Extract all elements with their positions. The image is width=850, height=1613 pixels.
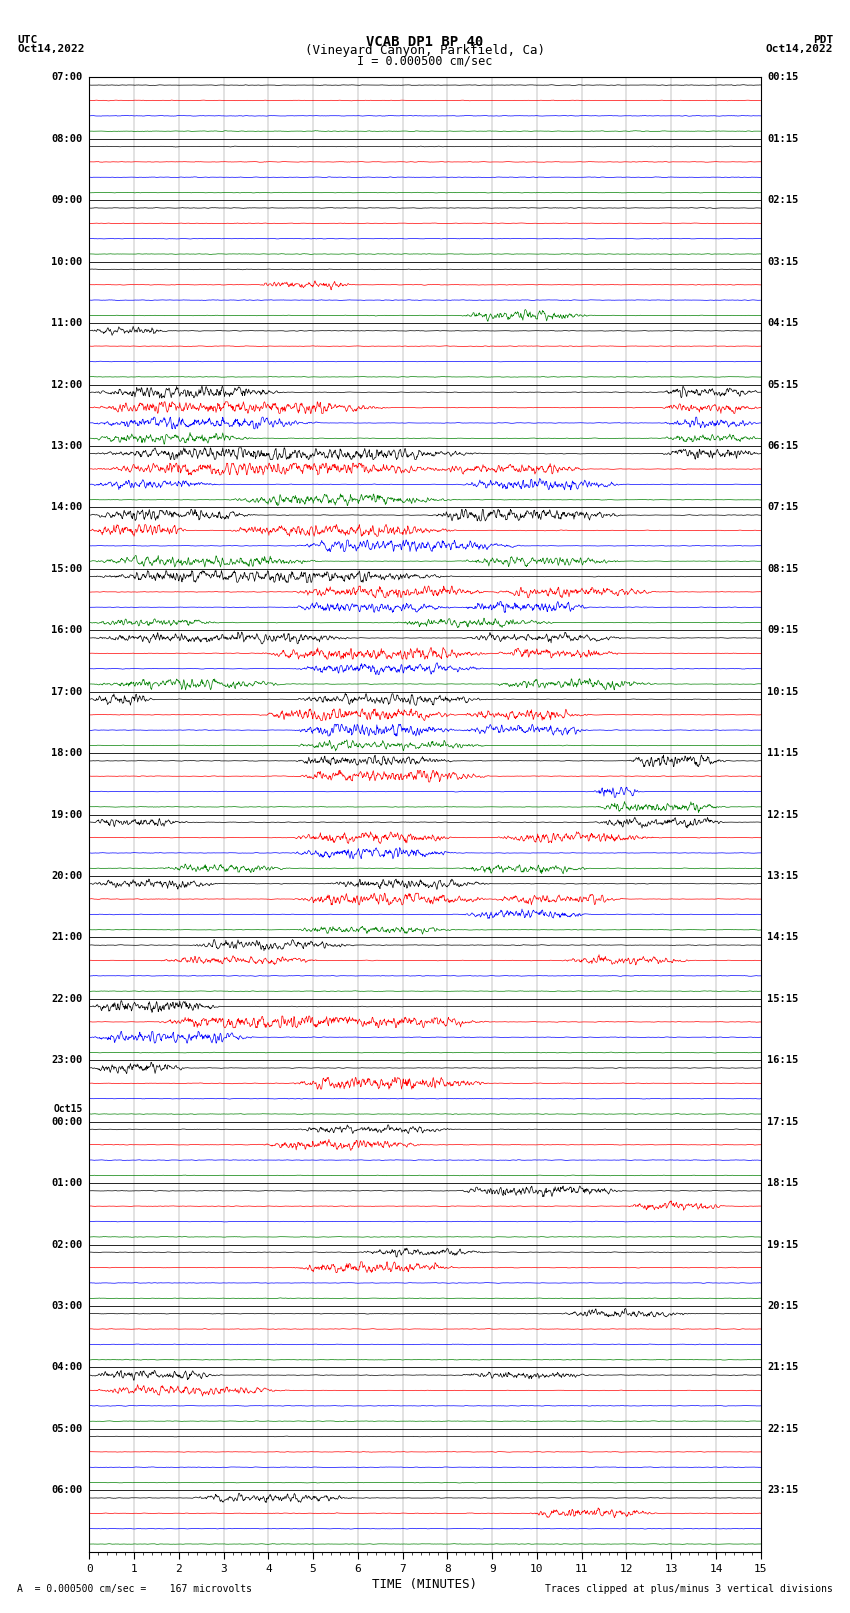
Text: 05:00: 05:00 — [51, 1424, 82, 1434]
Text: 11:00: 11:00 — [51, 318, 82, 327]
Text: A  = 0.000500 cm/sec =    167 microvolts: A = 0.000500 cm/sec = 167 microvolts — [17, 1584, 252, 1594]
Text: 06:00: 06:00 — [51, 1486, 82, 1495]
Text: (Vineyard Canyon, Parkfield, Ca): (Vineyard Canyon, Parkfield, Ca) — [305, 44, 545, 58]
Text: 16:00: 16:00 — [51, 626, 82, 636]
Text: 22:15: 22:15 — [768, 1424, 799, 1434]
Text: 02:00: 02:00 — [51, 1239, 82, 1250]
Text: UTC: UTC — [17, 35, 37, 45]
Text: 06:15: 06:15 — [768, 440, 799, 452]
Text: 15:15: 15:15 — [768, 994, 799, 1003]
Text: 13:15: 13:15 — [768, 871, 799, 881]
Text: 07:00: 07:00 — [51, 73, 82, 82]
Text: 01:15: 01:15 — [768, 134, 799, 144]
Text: 00:00: 00:00 — [51, 1116, 82, 1127]
Text: 01:00: 01:00 — [51, 1177, 82, 1189]
Text: 23:00: 23:00 — [51, 1055, 82, 1065]
Text: 12:00: 12:00 — [51, 379, 82, 390]
Text: 18:15: 18:15 — [768, 1177, 799, 1189]
Text: 14:00: 14:00 — [51, 502, 82, 513]
X-axis label: TIME (MINUTES): TIME (MINUTES) — [372, 1578, 478, 1590]
Text: VCAB DP1 BP 40: VCAB DP1 BP 40 — [366, 35, 484, 48]
Text: 17:00: 17:00 — [51, 687, 82, 697]
Text: 08:15: 08:15 — [768, 565, 799, 574]
Text: 10:15: 10:15 — [768, 687, 799, 697]
Text: 23:15: 23:15 — [768, 1486, 799, 1495]
Text: 14:15: 14:15 — [768, 932, 799, 942]
Text: 03:00: 03:00 — [51, 1302, 82, 1311]
Text: 09:15: 09:15 — [768, 626, 799, 636]
Text: 19:00: 19:00 — [51, 810, 82, 819]
Text: I = 0.000500 cm/sec: I = 0.000500 cm/sec — [357, 53, 493, 68]
Text: Oct15: Oct15 — [54, 1105, 82, 1115]
Text: 21:15: 21:15 — [768, 1363, 799, 1373]
Text: 20:15: 20:15 — [768, 1302, 799, 1311]
Text: 15:00: 15:00 — [51, 565, 82, 574]
Text: 13:00: 13:00 — [51, 440, 82, 452]
Text: PDT: PDT — [813, 35, 833, 45]
Text: 03:15: 03:15 — [768, 256, 799, 266]
Text: 05:15: 05:15 — [768, 379, 799, 390]
Text: 07:15: 07:15 — [768, 502, 799, 513]
Text: 20:00: 20:00 — [51, 871, 82, 881]
Text: 21:00: 21:00 — [51, 932, 82, 942]
Text: 04:15: 04:15 — [768, 318, 799, 327]
Text: 12:15: 12:15 — [768, 810, 799, 819]
Text: 02:15: 02:15 — [768, 195, 799, 205]
Text: Oct14,2022: Oct14,2022 — [766, 44, 833, 55]
Text: 11:15: 11:15 — [768, 748, 799, 758]
Text: 04:00: 04:00 — [51, 1363, 82, 1373]
Text: 09:00: 09:00 — [51, 195, 82, 205]
Text: Oct14,2022: Oct14,2022 — [17, 44, 84, 55]
Text: 00:15: 00:15 — [768, 73, 799, 82]
Text: 10:00: 10:00 — [51, 256, 82, 266]
Text: Traces clipped at plus/minus 3 vertical divisions: Traces clipped at plus/minus 3 vertical … — [545, 1584, 833, 1594]
Text: 17:15: 17:15 — [768, 1116, 799, 1127]
Text: 18:00: 18:00 — [51, 748, 82, 758]
Text: 22:00: 22:00 — [51, 994, 82, 1003]
Text: 19:15: 19:15 — [768, 1239, 799, 1250]
Text: 08:00: 08:00 — [51, 134, 82, 144]
Text: 16:15: 16:15 — [768, 1055, 799, 1065]
